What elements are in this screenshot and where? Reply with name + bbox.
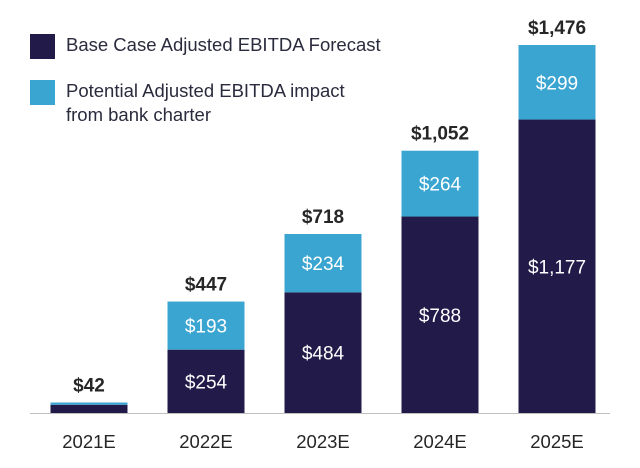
total-label-2022E: $447 — [185, 275, 227, 296]
bar-base-2023E — [284, 292, 362, 413]
legend-label-base: Base Case Adjusted EBITDA Forecast — [66, 34, 381, 55]
bar-impact-2024E — [401, 150, 479, 217]
x-tick-label-2023E: 2023E — [296, 431, 350, 452]
total-label-2025E: $1,476 — [528, 18, 586, 39]
bar-label-base-2024E: $788 — [419, 306, 461, 327]
legend-item-impact: Potential Adjusted EBITDA impact from ba… — [30, 79, 410, 127]
legend-label-impact-line2: from bank charter — [66, 104, 211, 125]
total-label-2024E: $1,052 — [411, 124, 469, 145]
bar-label-impact-2022E: $193 — [185, 317, 227, 338]
total-label-2021E: $42 — [73, 376, 105, 397]
x-tick-label-2021E: 2021E — [62, 431, 116, 452]
total-label-2023E: $718 — [302, 207, 344, 228]
legend-swatch-impact — [30, 80, 55, 105]
chart-legend: Base Case Adjusted EBITDA Forecast Poten… — [30, 33, 410, 145]
bar-impact-2021E — [50, 402, 128, 405]
bar-impact-2025E — [518, 45, 596, 120]
legend-swatch-base — [30, 34, 55, 59]
bar-base-2025E — [518, 119, 596, 413]
bar-base-2021E — [50, 404, 128, 413]
bar-label-impact-2024E: $264 — [419, 175, 462, 196]
bar-base-2024E — [401, 216, 479, 413]
bar-impact-2023E — [284, 233, 362, 293]
legend-label-impact-line1: Potential Adjusted EBITDA impact — [66, 80, 345, 101]
x-tick-label-2024E: 2024E — [413, 431, 467, 452]
bar-label-base-2025E: $1,177 — [528, 257, 586, 278]
legend-item-base: Base Case Adjusted EBITDA Forecast — [30, 33, 410, 59]
x-tick-label-2025E: 2025E — [530, 431, 584, 452]
bar-impact-2022E — [167, 301, 245, 350]
bar-label-base-2023E: $484 — [302, 344, 345, 365]
bar-label-impact-2023E: $234 — [302, 254, 345, 275]
bar-label-base-2022E: $254 — [185, 372, 228, 393]
bar-label-impact-2025E: $299 — [536, 73, 578, 94]
bar-base-2022E — [167, 349, 245, 413]
x-tick-label-2022E: 2022E — [179, 431, 233, 452]
